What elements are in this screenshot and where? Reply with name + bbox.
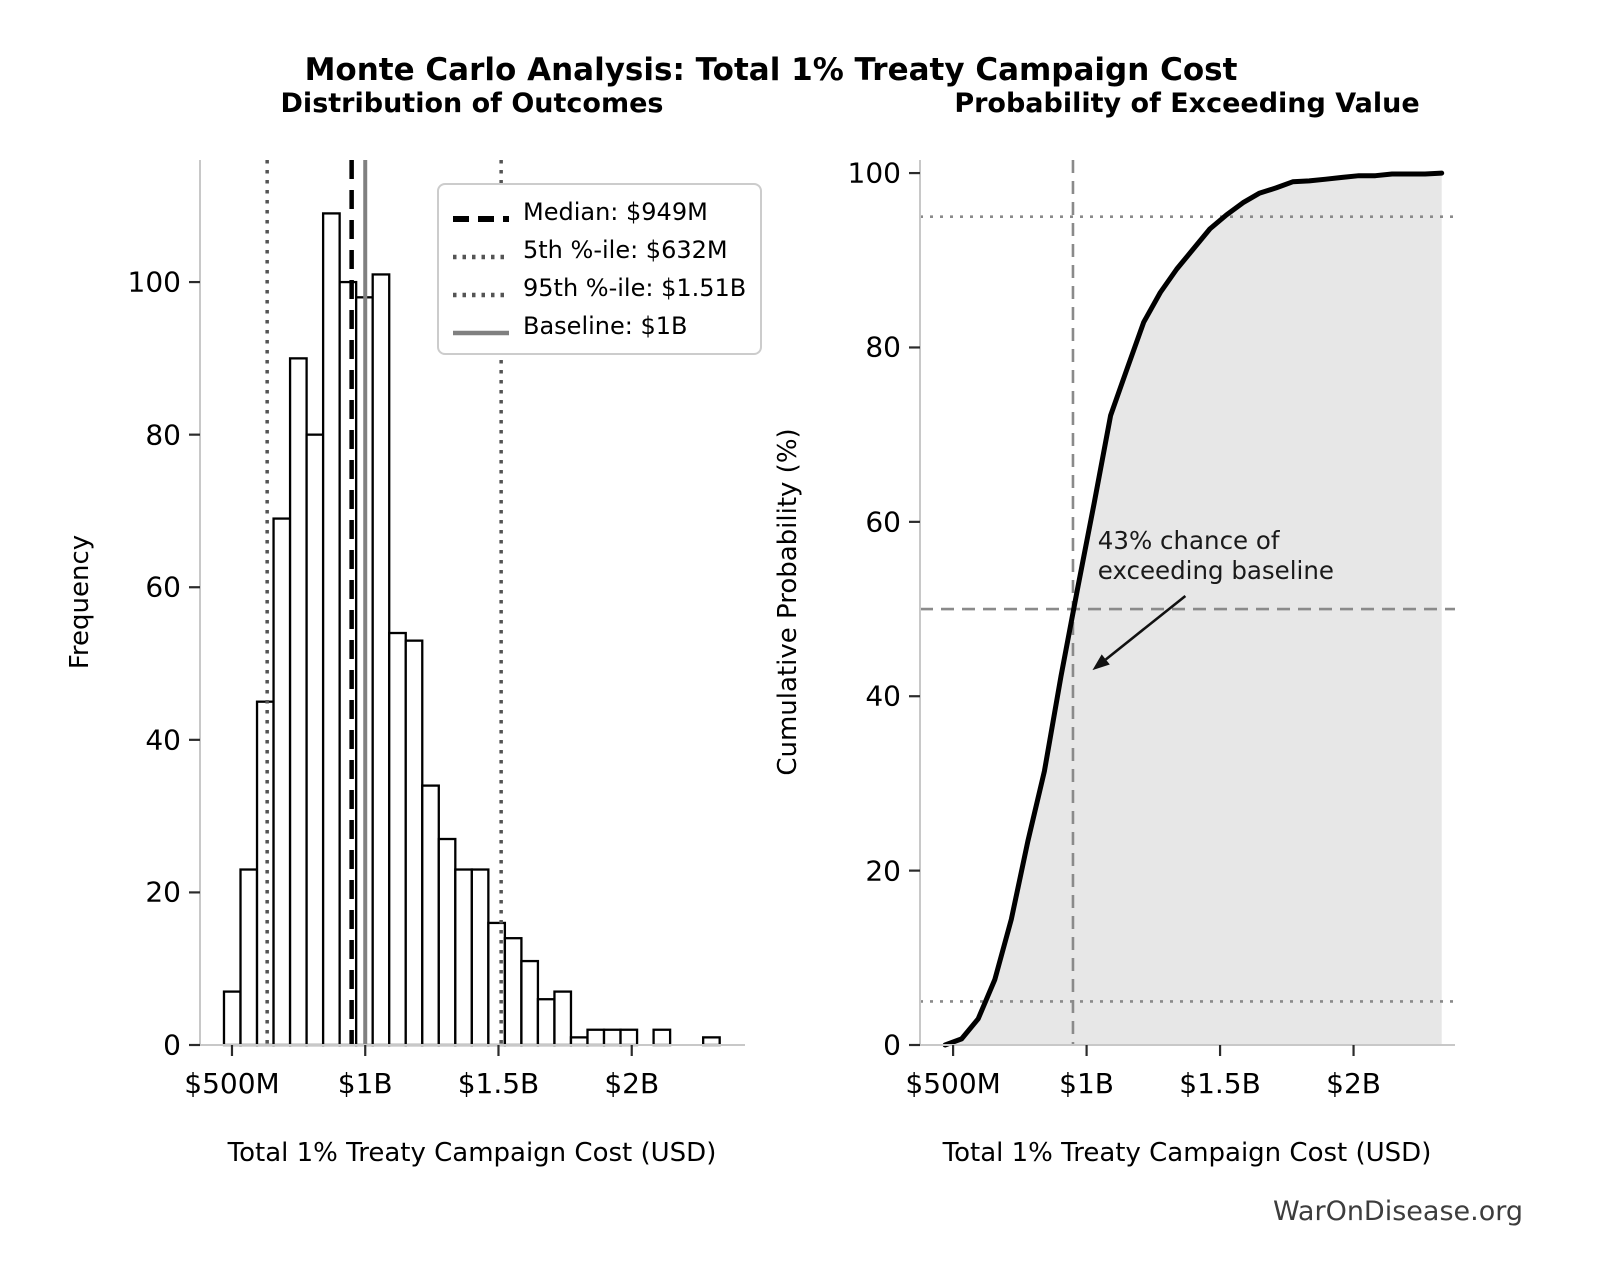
cdf-y-tick-label: 0 [883,1028,901,1062]
histogram-bar [404,639,424,1047]
legend: Median: $949M 5th %-ile: $632M 95th %-il… [437,183,763,355]
histogram-bar [222,990,242,1047]
histogram-bar [454,868,473,1047]
annotation-arrow [1092,594,1187,671]
cdf-x-tick-label: $1B [1059,1067,1114,1100]
histogram-bar [553,990,573,1047]
histogram-bar [272,517,292,1047]
cdf-y-tick-label: 80 [865,330,901,364]
legend-item-5th-percentile: 5th %-ile: $632M [453,233,746,267]
histogram-y-tick-label: 40 [145,723,181,757]
cdf-x-tick-label: $500M [905,1067,1001,1100]
cdf-title: Probability of Exceeding Value [954,88,1420,119]
cdf-x-tick-label: $1.5B [1179,1067,1261,1100]
cdf-curve [942,170,1445,1048]
histogram-bar [520,959,540,1047]
cdf-x-tick-label: $2B [1326,1067,1381,1100]
page-title: Monte Carlo Analysis: Total 1% Treaty Ca… [304,52,1238,88]
legend-label-5th-percentile: 5th %-ile: $632M [523,236,728,264]
arrowhead-icon [1092,654,1110,671]
histogram-axes [189,160,745,1056]
dotted-line-key-icon [453,246,509,260]
dashed-line-key-icon [453,208,509,222]
histogram-y-tick-label: 100 [127,265,181,299]
histogram-x-tick-label: $500M [184,1067,280,1100]
histogram-title: Distribution of Outcomes [280,88,664,119]
histogram-bar [586,1028,606,1047]
histogram-x-tick-label: $1.5B [457,1067,540,1100]
legend-item-baseline: Baseline: $1B [453,309,746,343]
histogram-x-tick-label: $2B [604,1067,660,1100]
histogram-reference-lines [265,160,503,1045]
histogram-y-tick-label: 80 [145,418,181,452]
histogram-y-tick-label: 60 [145,570,181,604]
histogram-bar [338,280,358,1047]
histogram-y-tick-label: 20 [145,875,181,909]
cdf-axes [909,160,1455,1056]
cdf-y-tick-label: 100 [847,156,901,190]
legend-label-95th-percentile: 95th %-ile: $1.51B [523,274,747,302]
solid-line-key-icon [453,322,509,336]
legend-label-baseline: Baseline: $1B [523,312,688,340]
histogram-bar [255,700,275,1047]
histogram-bar [437,837,457,1047]
cdf-y-tick-label: 40 [865,679,901,713]
cdf-line [942,170,1445,1048]
cdf-y-tick-label: 60 [865,505,901,539]
legend-item-95th-percentile: 95th %-ile: $1.51B [453,271,746,305]
histogram-bar [305,433,325,1047]
dotted-line-key-icon [453,284,509,298]
histogram-x-tick-label: $1B [337,1067,393,1100]
histogram-bar [569,1036,589,1047]
cdf-y-tick-label: 20 [865,854,901,888]
histogram-bar [602,1028,622,1047]
cdf-x-axis-label: Total 1% Treaty Campaign Cost (USD) [942,1138,1432,1168]
histogram-bar [288,357,308,1047]
watermark: WarOnDisease.org [1272,1196,1523,1227]
histogram-bar [702,1036,721,1047]
legend-label-median: Median: $949M [523,198,708,226]
histogram-bar [321,212,341,1047]
histogram-bar [503,937,523,1047]
histogram-y-tick-label: 0 [163,1028,181,1062]
histogram-bar [421,784,440,1047]
histogram-bar [470,868,490,1047]
histogram-bar [536,998,556,1047]
histogram-bar [239,868,259,1047]
histogram-bar [388,631,407,1047]
legend-item-median: Median: $949M [453,195,746,229]
histogram-bar [371,273,391,1047]
histogram-bar [619,1028,639,1047]
cdf-annotation-text: 43% chance of exceeding baseline [1097,526,1334,586]
histogram-bar [652,1028,672,1047]
histogram-x-axis-label: Total 1% Treaty Campaign Cost (USD) [227,1138,717,1168]
